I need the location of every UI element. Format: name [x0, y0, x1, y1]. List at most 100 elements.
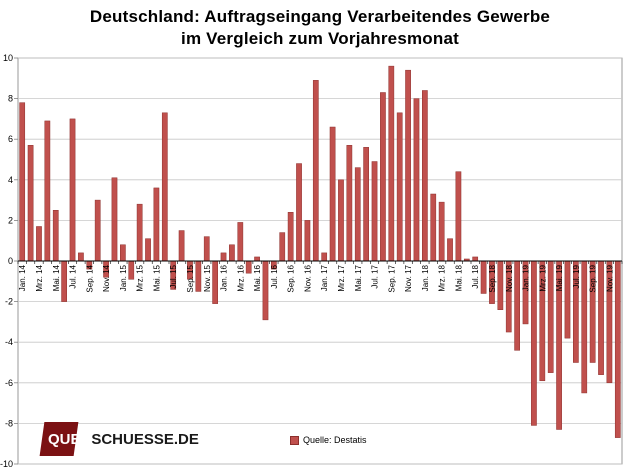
y-tick-label: -4: [5, 337, 13, 347]
x-tick-label: Sep. 19: [589, 264, 598, 292]
x-tick-label: Mai. 19: [555, 264, 564, 291]
x-tick-label: Mai. 17: [354, 264, 363, 291]
bar: [44, 120, 51, 262]
bar: [136, 203, 143, 262]
bar: [598, 260, 604, 375]
x-tick-label: Jan. 16: [220, 264, 229, 291]
chart-title-line-1: Deutschland: Auftragseingang Verarbeiten…: [89, 7, 551, 26]
x-tick-label: Nov. 16: [303, 264, 312, 292]
x-tick-label: Jan. 15: [119, 264, 128, 291]
x-tick-label: Sep. 15: [186, 264, 195, 292]
bar: [304, 220, 311, 262]
legend-swatch: [290, 435, 299, 445]
x-tick-label: Nov. 15: [203, 264, 212, 292]
bar: [396, 112, 403, 262]
y-tick-label: 4: [8, 175, 13, 185]
bar: [329, 126, 336, 262]
bar: [413, 98, 420, 262]
x-tick-label: Jul. 14: [69, 264, 78, 288]
bar: [178, 230, 185, 262]
bar: [27, 145, 34, 262]
bar: [128, 260, 135, 280]
bar: [111, 177, 118, 262]
bar: [447, 238, 453, 262]
y-tick-label: 0: [8, 256, 13, 266]
y-tick-label: 2: [8, 215, 13, 225]
bar: [220, 252, 227, 262]
bar: [36, 226, 42, 262]
x-tick-label: Nov. 19: [605, 264, 614, 292]
x-tick-label: Jul. 16: [270, 264, 279, 288]
bar: [262, 260, 269, 321]
bar: [614, 260, 621, 438]
bar: [94, 199, 101, 262]
x-tick-label: Mrz. 15: [136, 264, 145, 291]
bar: [153, 187, 160, 262]
x-tick-label: Jul. 17: [371, 264, 380, 288]
bar: [480, 260, 487, 294]
bar: [338, 179, 344, 262]
logo-text: QUERSCHUESSE.DE: [48, 431, 199, 448]
bar: [547, 260, 554, 373]
bar: [581, 260, 588, 394]
x-tick-label: Jul. 15: [169, 264, 178, 288]
y-tick-label: -6: [5, 378, 13, 388]
bar: [380, 92, 386, 262]
bar: [212, 260, 218, 304]
x-tick-label: Sep. 16: [287, 264, 296, 292]
bar: [422, 90, 428, 262]
bar: [254, 256, 260, 262]
bar: [237, 222, 244, 262]
x-tick-label: Nov. 18: [505, 264, 514, 292]
x-tick-label: Jul. 18: [471, 264, 480, 288]
x-tick-label: Mrz. 19: [538, 264, 547, 291]
x-tick-label: Mrz. 18: [438, 264, 447, 291]
x-tick-label: Jul. 19: [572, 264, 581, 288]
x-tick-label: Mai. 16: [253, 264, 262, 291]
x-tick-label: Mrz. 14: [35, 264, 44, 291]
x-tick-label: Nov. 14: [102, 264, 111, 292]
bar: [287, 212, 294, 262]
x-tick-label: Jan. 19: [522, 264, 531, 291]
x-tick-label: Jan. 14: [18, 264, 27, 291]
legend-label: Quelle: Destatis: [303, 435, 367, 445]
x-tick-label: Sep. 17: [387, 264, 396, 292]
bar: [69, 118, 76, 262]
y-tick-label: -8: [5, 418, 13, 428]
bar: [430, 193, 437, 262]
y-tick-label: 6: [8, 134, 13, 144]
bar: [296, 163, 302, 262]
y-tick-label: 10: [3, 53, 13, 63]
querschuesse-logo: QUERSCHUESSE.DE: [39, 420, 240, 460]
bar: [195, 260, 202, 292]
y-tick-label: 8: [8, 94, 13, 104]
x-tick-label: Sep. 18: [488, 264, 497, 292]
x-tick-label: Mai. 15: [152, 264, 161, 291]
y-tick-label: -2: [5, 297, 13, 307]
bar: [19, 102, 26, 262]
bar: [245, 260, 252, 274]
bar: [354, 167, 361, 262]
bar: [321, 252, 328, 262]
bar: [229, 244, 235, 262]
bar: [145, 238, 151, 262]
bar: [203, 236, 210, 262]
x-tick-label: Sep. 14: [85, 264, 94, 292]
x-tick-label: Jan. 18: [421, 264, 430, 291]
x-tick-label: Mai. 18: [454, 264, 463, 291]
x-tick-label: Mrz. 16: [236, 264, 245, 291]
x-tick-label: Mai. 14: [52, 264, 61, 291]
bar: [405, 69, 411, 262]
bar: [363, 147, 369, 262]
bar: [514, 260, 520, 351]
bar: [346, 145, 353, 262]
bar: [279, 232, 286, 262]
x-tick-label: Mrz. 17: [337, 264, 346, 291]
bar: [371, 161, 378, 262]
bar: [497, 260, 504, 310]
bar: [312, 80, 319, 262]
bar: [61, 260, 67, 302]
bar: [472, 256, 479, 262]
bar: [120, 244, 126, 262]
